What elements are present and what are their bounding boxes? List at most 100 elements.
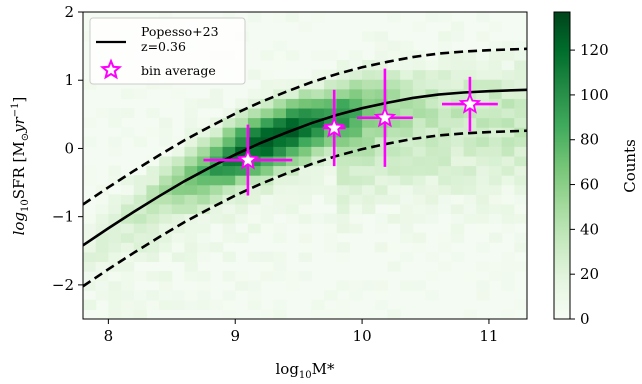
heatmap-cell [171, 136, 186, 147]
heatmap-cell [247, 12, 262, 23]
star-marker [373, 105, 397, 128]
heatmap-cell [235, 117, 249, 128]
heatmap-cell [349, 79, 363, 90]
heatmap-cell [197, 194, 211, 205]
heatmap-cell [501, 136, 515, 147]
x-axis-label: log10M* [275, 360, 335, 381]
heatmap-cell [400, 127, 414, 138]
heatmap-cell [476, 203, 490, 215]
heatmap-cell [273, 40, 287, 51]
heatmap-cell [324, 309, 338, 319]
heatmap-cell [273, 194, 287, 205]
heatmap-cell [273, 117, 287, 128]
heatmap-cell [247, 251, 262, 263]
heatmap-cell [349, 223, 363, 234]
heatmap-cell [311, 79, 325, 90]
heatmap-cell [349, 194, 363, 205]
heatmap-cell [374, 146, 389, 157]
heatmap-cell [438, 184, 452, 195]
heatmap-cell [514, 59, 527, 71]
heatmap-cell [362, 98, 376, 109]
heatmap-cell [298, 251, 312, 263]
heatmap-cell [197, 271, 211, 282]
heatmap-cell [197, 136, 211, 147]
heatmap-cell [121, 165, 135, 176]
heatmap-cell [412, 21, 427, 32]
heatmap-cell [488, 88, 503, 99]
heatmap-cell [222, 271, 236, 282]
heatmap-cell [349, 155, 363, 167]
heatmap-cell [235, 98, 249, 109]
heatmap-cell [450, 223, 465, 234]
heatmap-cell [108, 271, 122, 282]
heatmap-cell [184, 261, 198, 272]
heatmap-cell [349, 50, 363, 61]
heatmap-cell [222, 309, 236, 319]
heatmap-cell [159, 127, 173, 138]
heatmap-cell [400, 232, 414, 243]
heatmap-cell [324, 155, 338, 167]
heatmap-cell [425, 146, 439, 157]
heatmap-cell [184, 117, 198, 128]
heatmap-cell [336, 146, 350, 157]
heatmap-cell [247, 117, 262, 128]
heatmap-cell [197, 175, 211, 186]
heatmap-cell [235, 280, 249, 291]
colorbar-ticks: 0 20 40 60 80 100 120 [570, 41, 609, 328]
heatmap-cell [108, 117, 122, 128]
heatmap-cell [425, 79, 439, 90]
heatmap-cell [209, 136, 224, 147]
heatmap-cell [83, 165, 97, 176]
heatmap-cell [387, 59, 401, 71]
heatmap-cell [324, 290, 338, 301]
heatmap-cell [209, 98, 224, 109]
heatmap-cell [133, 213, 148, 224]
heatmap-cell [95, 194, 109, 205]
heatmap-cell [488, 50, 503, 61]
heatmap-cell [349, 175, 363, 186]
heatmap-cell [362, 146, 376, 157]
heatmap-cell [362, 194, 376, 205]
heatmap-cell [476, 242, 490, 253]
heatmap-cell [197, 232, 211, 243]
heatmap-cell [311, 184, 325, 195]
heatmap-cell [108, 251, 122, 263]
heatmap-cell [438, 232, 452, 243]
heatmap-cell [324, 184, 338, 195]
heatmap-cell [514, 50, 527, 61]
heatmap-cell [171, 155, 186, 167]
heatmap-cell [273, 309, 287, 319]
heatmap-cell [349, 127, 363, 138]
x-tick-label: 9 [230, 327, 240, 345]
legend-label-redshift: z=0.36 [141, 39, 186, 54]
heatmap-cell [438, 155, 452, 167]
heatmap-cell [273, 146, 287, 157]
heatmap-cell [450, 107, 465, 119]
heatmap-cell [95, 242, 109, 253]
heatmap-cell [374, 69, 389, 80]
heatmap-cell [336, 127, 350, 138]
heatmap-cell [336, 251, 350, 263]
heatmap-cell [362, 31, 376, 42]
heatmap-cell [260, 50, 274, 61]
heatmap-cell [336, 175, 350, 186]
heatmap-cell [387, 261, 401, 272]
heatmap-cell [438, 79, 452, 90]
heatmap-cell [121, 290, 135, 301]
colorbar-label: Counts [621, 139, 639, 193]
heatmap-cell [501, 165, 515, 176]
heatmap-cell [247, 175, 262, 186]
heatmap-cell [412, 165, 427, 176]
heatmap-cell [476, 136, 490, 147]
heatmap-cell [83, 251, 97, 263]
heatmap-cell [184, 271, 198, 282]
heatmap-cell [362, 127, 376, 138]
heatmap-cell [235, 12, 249, 23]
heatmap-cell [197, 242, 211, 253]
x-axis-ticks: 8 9 10 11 [104, 319, 498, 345]
heatmap-cell [412, 146, 427, 157]
heatmap-cell [400, 146, 414, 157]
heatmap-cell [209, 242, 224, 253]
heatmap-cell [400, 40, 414, 51]
heatmap-cell [285, 271, 300, 282]
